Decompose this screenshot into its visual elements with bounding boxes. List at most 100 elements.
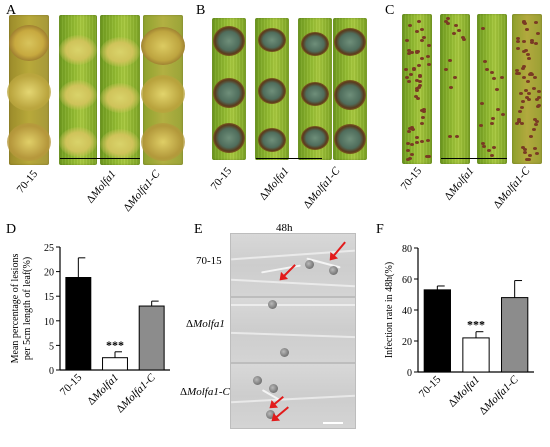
label-a-wt: 70-15 [14,168,41,196]
lesion-speck [426,43,431,47]
lesion-speck [426,63,431,67]
y-tick-label: 40 [402,306,412,317]
lesion-speck [515,69,520,73]
lesion-speck [514,72,519,76]
lesion-speck [454,134,459,138]
leaf-a-mut-2 [100,15,140,165]
lesion-speck [523,89,528,93]
lesion-speck [516,40,521,44]
leaf-c-wt [402,14,432,164]
lesion-speck [515,122,520,126]
lesion-speck [526,56,531,60]
lesion-speck [496,107,501,111]
lesion-speck [535,119,540,123]
bracket-c [441,158,507,159]
label-b-wt: 70-15 [208,165,235,193]
lesion-speck [404,68,409,72]
lesion-speck [522,76,527,80]
lesion-speck [516,72,521,76]
lesion-speck [420,39,425,43]
lesion-speck [443,67,448,71]
panel-label-f: F [376,222,384,237]
lesion-speck [479,124,484,128]
y-tick-label: 15 [44,292,54,303]
lesion-speck [528,73,533,77]
lesion-speck [524,27,529,31]
y-axis-label: per 5cm length of leaf(%) [22,257,33,360]
lesion-speck [424,154,429,158]
lesion-speck [537,90,542,94]
lesion-speck [519,106,524,110]
lesion-speck [537,103,542,107]
lesion-speck [525,157,530,161]
lesion-speck [491,145,496,149]
lesion-speck [443,19,448,23]
y-tick-label: 25 [44,243,54,254]
lesion-speck [414,136,419,140]
bracket-a [60,158,140,159]
leaf-c-comp [512,14,542,164]
leaf-b-mut-1 [255,18,289,160]
lesion-speck [410,127,415,131]
lesion-speck [409,72,414,76]
lesion-speck [525,52,530,56]
lesion-speck [462,37,467,41]
lesion-speck [414,87,419,91]
bar [501,297,529,373]
lesion-speck [534,21,539,25]
category-label: ΔMolfa1-C [477,373,521,417]
lesion-speck [414,140,419,144]
row-label-mut: ΔMolfa1 [186,318,225,330]
lesion-speck [420,116,425,120]
panel-label-d: D [6,222,17,237]
lesion-speck [524,95,529,99]
lesion-speck [415,96,420,100]
lesion-speck [532,146,537,150]
y-tick-label: 60 [402,275,412,286]
lesion-speck [410,152,415,156]
lesion-speck [530,40,535,44]
y-tick-label: 20 [402,337,412,348]
leaf-b-wt [212,18,246,160]
label-c-wt: 70-15 [398,165,425,193]
lesion-speck [520,67,525,71]
lesion-speck [446,22,451,26]
label-a-comp: ΔMolfa1-C [121,168,163,215]
lesion-speck [489,121,494,125]
lesion-speck [517,119,522,123]
lesion-speck [406,80,411,84]
y-axis-label: Infection rate in 48h(%) [384,262,395,358]
lesion-speck [535,151,540,155]
lesion-speck [535,97,540,101]
lesion-speck [489,70,494,74]
lesion-speck [527,97,532,101]
panel-label-e: E [194,222,203,237]
leaf-b-comp [333,18,367,160]
leaf-a-wt [7,15,51,165]
lesion-speck [523,21,528,25]
lesion-speck [417,63,422,67]
lesion-speck [407,126,412,130]
label-c-mut: ΔMolfa1 [442,165,477,203]
lesion-speck [537,95,542,99]
lesion-speck [417,20,422,24]
lesion-speck [406,51,411,55]
lesion-speck [479,102,484,106]
significance-label: *** [467,318,485,332]
category-label: 70-15 [417,373,444,400]
lesion-speck [480,26,485,30]
lesion-speck [407,48,412,52]
lesion-speck [404,38,409,42]
lesion-speck [522,64,526,68]
lesion-speck [408,156,413,160]
lesion-speck [529,134,534,138]
category-label: 70-15 [58,371,85,398]
lesion-speck [407,129,411,133]
lesion-speck [419,140,424,144]
lesion-speck [533,42,538,46]
bar [65,277,92,371]
leaf-c-mut-2 [477,14,507,164]
bar [423,289,451,373]
lesion-speck [485,68,490,72]
